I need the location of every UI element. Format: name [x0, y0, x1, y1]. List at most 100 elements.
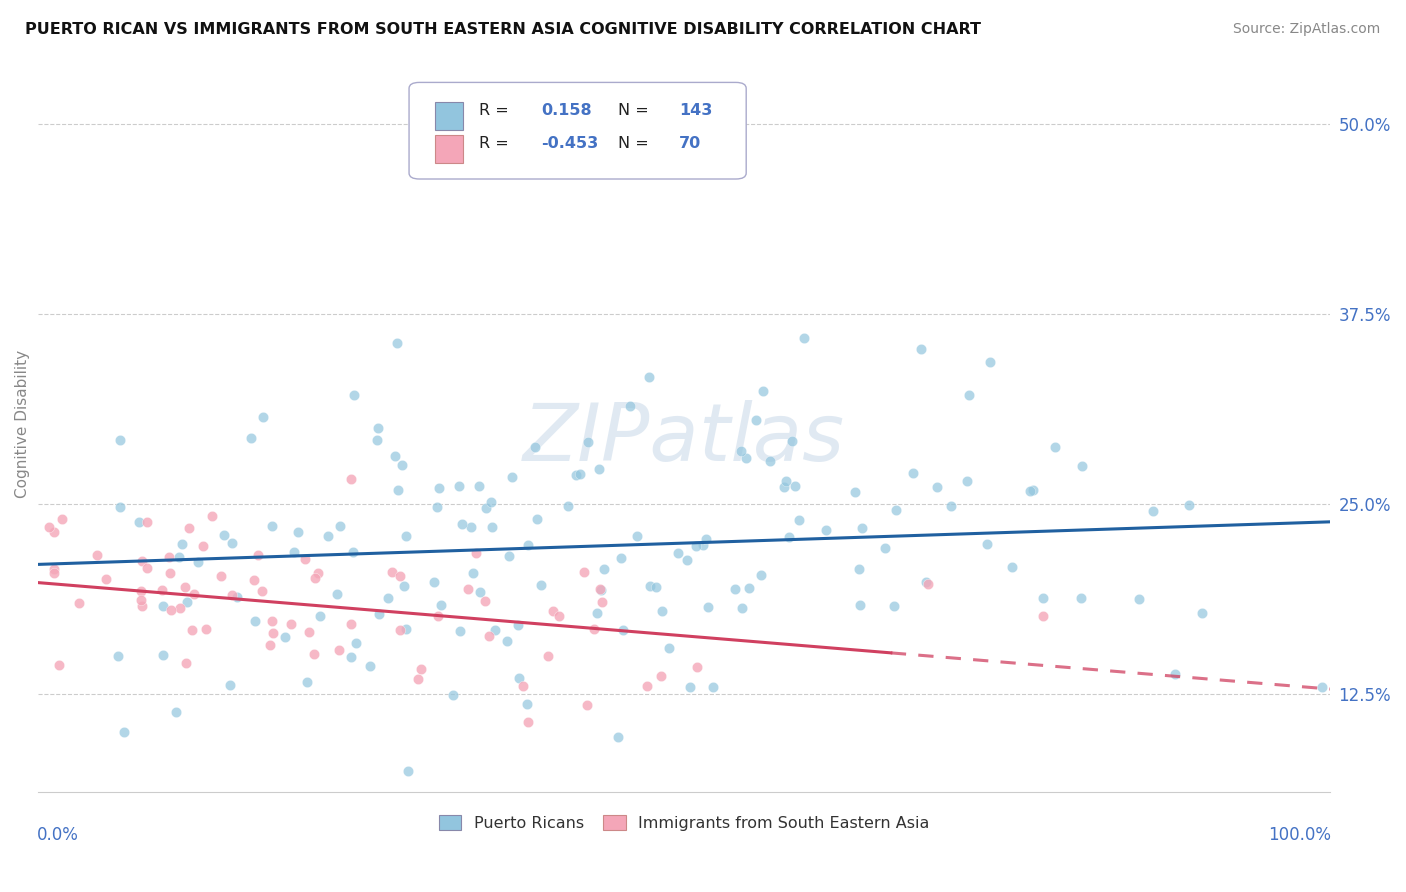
Point — [1001, 560, 1024, 574]
Point — [294, 552, 316, 566]
Point — [478, 629, 501, 643]
Point — [1142, 504, 1164, 518]
Point — [548, 608, 571, 623]
Point — [619, 399, 641, 413]
Point — [187, 555, 209, 569]
Point — [280, 616, 302, 631]
Point — [131, 584, 153, 599]
Point — [636, 680, 658, 694]
Point — [576, 434, 599, 449]
Point — [1070, 591, 1092, 605]
Point — [44, 566, 66, 580]
Point — [48, 657, 70, 672]
Point — [381, 566, 404, 580]
Point — [702, 681, 724, 695]
Point — [391, 458, 413, 473]
Legend: Puerto Ricans, Immigrants from South Eastern Asia: Puerto Ricans, Immigrants from South Eas… — [432, 809, 936, 838]
Point — [910, 342, 932, 356]
Point — [1018, 484, 1040, 499]
Point — [724, 582, 747, 596]
Point — [131, 599, 153, 613]
Point — [778, 530, 800, 544]
Point — [246, 548, 269, 562]
Point — [252, 409, 274, 424]
Point — [240, 431, 263, 445]
Point — [506, 618, 529, 632]
Point — [340, 649, 363, 664]
Point — [979, 355, 1001, 369]
Point — [589, 583, 612, 598]
Point — [537, 648, 560, 663]
Point — [447, 478, 470, 492]
Point — [780, 434, 803, 448]
Point — [508, 672, 530, 686]
Text: 0.0%: 0.0% — [37, 826, 79, 844]
Point — [745, 413, 768, 427]
Point — [259, 638, 281, 652]
Point — [343, 387, 366, 401]
Point — [501, 470, 523, 484]
Point — [626, 529, 648, 543]
Point — [676, 553, 699, 567]
Point — [793, 331, 815, 345]
Point — [731, 601, 754, 615]
Point — [686, 659, 709, 673]
Point — [396, 764, 419, 778]
Point — [226, 591, 249, 605]
Point — [67, 596, 90, 610]
Point — [392, 579, 415, 593]
Point — [157, 549, 180, 564]
Point — [201, 508, 224, 523]
Point — [165, 705, 187, 719]
Point — [787, 513, 810, 527]
Point — [526, 512, 548, 526]
Point — [773, 481, 796, 495]
Point — [903, 466, 925, 480]
Point — [128, 515, 150, 529]
Point — [262, 625, 284, 640]
Point — [516, 698, 538, 712]
Point — [367, 421, 389, 435]
Point — [1178, 498, 1201, 512]
Point — [523, 440, 546, 454]
Point — [498, 549, 520, 563]
Point — [131, 554, 153, 568]
Point — [385, 336, 408, 351]
Point — [1022, 483, 1045, 497]
Point — [749, 568, 772, 582]
Point — [304, 571, 326, 585]
Point — [395, 623, 418, 637]
Point — [697, 599, 720, 614]
Point — [541, 604, 564, 618]
Point — [426, 608, 449, 623]
Point — [529, 578, 551, 592]
Point — [941, 499, 963, 513]
Point — [481, 520, 503, 534]
Point — [583, 622, 606, 636]
Point — [685, 539, 707, 553]
Point — [136, 560, 159, 574]
Point — [976, 537, 998, 551]
Point — [1164, 667, 1187, 681]
Point — [307, 566, 329, 580]
Point — [342, 545, 364, 559]
Point — [159, 566, 181, 581]
Point — [304, 647, 326, 661]
Point — [274, 630, 297, 644]
Point — [107, 649, 129, 664]
Point — [848, 598, 870, 612]
Point — [470, 584, 492, 599]
Text: R =: R = — [479, 136, 509, 152]
Point — [219, 678, 242, 692]
Y-axis label: Cognitive Disability: Cognitive Disability — [15, 350, 30, 498]
Point — [474, 500, 496, 515]
Point — [193, 539, 215, 553]
Point — [86, 548, 108, 562]
Text: N =: N = — [619, 103, 650, 118]
Point — [112, 725, 135, 739]
Point — [449, 624, 471, 639]
Point — [209, 569, 232, 583]
Point — [1128, 591, 1150, 606]
Point — [738, 582, 761, 596]
Point — [883, 599, 905, 613]
